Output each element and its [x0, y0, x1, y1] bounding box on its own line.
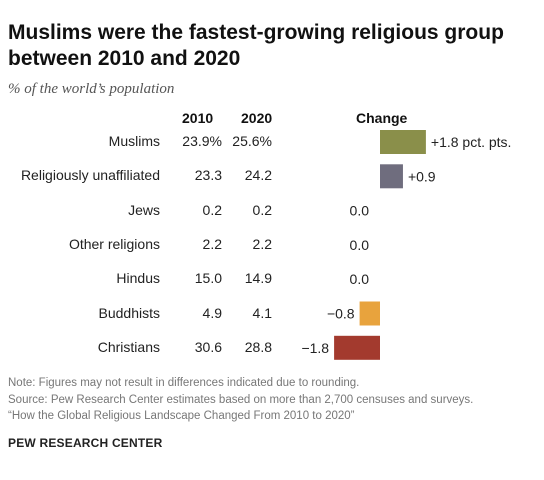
- value-2010: 4.9: [202, 304, 222, 321]
- column-header-change: Change: [356, 110, 408, 126]
- row-label: Jews: [128, 201, 160, 218]
- value-2010: 15.0: [194, 270, 222, 287]
- chart-title: Muslims were the fastest-growing religio…: [8, 21, 504, 70]
- change-value-label: 0.0: [350, 271, 370, 287]
- value-2010: 30.6: [194, 338, 222, 355]
- change-bar: [380, 164, 403, 189]
- value-2010: 2.2: [202, 235, 222, 252]
- change-value-label: −1.8: [301, 340, 329, 356]
- value-2020: 4.1: [252, 304, 272, 321]
- change-value-label: 0.0: [350, 203, 370, 219]
- report-title-text: “How the Global Religious Landscape Chan…: [8, 410, 355, 422]
- change-value-label: +1.8 pct. pts.: [431, 134, 512, 150]
- change-bar: [380, 130, 426, 154]
- value-2020: 2.2: [252, 235, 272, 252]
- note-text: Note: Figures may not result in differen…: [8, 377, 360, 389]
- row-label: Religiously unaffiliated: [20, 167, 160, 184]
- row-label: Christians: [97, 338, 160, 355]
- row-label: Other religions: [68, 235, 160, 252]
- row-label: Hindus: [116, 270, 160, 287]
- value-2020: 25.6%: [232, 133, 272, 149]
- value-2010: 23.3: [194, 167, 222, 184]
- value-2020: 24.2: [244, 167, 272, 184]
- change-value-label: 0.0: [350, 237, 370, 253]
- row-label: Buddhists: [98, 304, 160, 321]
- row-label: Muslims: [108, 133, 160, 149]
- change-bar: [334, 335, 380, 360]
- column-header-2010: 2010: [182, 110, 214, 126]
- value-2020: 28.8: [244, 338, 272, 355]
- change-value-label: −0.8: [327, 306, 355, 322]
- value-2020: 14.9: [244, 270, 272, 287]
- chart-subtitle: % of the world’s population: [8, 81, 175, 97]
- change-bar: [359, 301, 380, 326]
- value-2010: 23.9%: [182, 133, 222, 149]
- column-header-2020: 2020: [241, 110, 273, 126]
- change-value-label: +0.9: [408, 168, 436, 184]
- value-2010: 0.2: [202, 201, 222, 218]
- source-text: Source: Pew Research Center estimates ba…: [8, 394, 474, 406]
- value-2020: 0.2: [252, 201, 272, 218]
- brand-logo-text: PEW RESEARCH CENTER: [8, 436, 163, 450]
